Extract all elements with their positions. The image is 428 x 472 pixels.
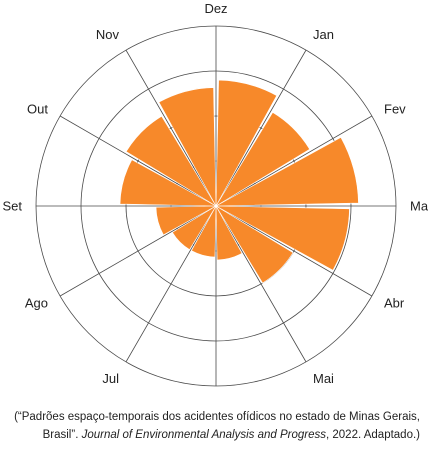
- bar-set: [155, 205, 217, 236]
- source-caption: (“Padrões espaço-temporais dos acidentes…: [8, 408, 420, 444]
- bar-mai: [215, 205, 294, 284]
- month-label-ago: Ago: [25, 296, 48, 311]
- caption-journal: Journal of Environmental Analysis and Pr…: [81, 429, 326, 441]
- month-label-fev: Fev: [384, 102, 406, 117]
- chart-month-labels: Jan Fev Mar Abr Mai Jun Jul Ago Set Out Nov Dez: [2, 1, 428, 400]
- bar-nov: [125, 115, 217, 207]
- bar-abr: [215, 205, 350, 271]
- bar-out: [119, 159, 217, 207]
- month-label-mai: Mai: [313, 371, 334, 386]
- month-label-set: Set: [2, 199, 22, 214]
- bar-jun: [215, 205, 243, 261]
- grid-spoke: [215, 205, 307, 363]
- bar-jul: [191, 205, 217, 258]
- grid-spoke: [125, 49, 217, 207]
- month-label-jun: Jun: [206, 397, 227, 400]
- month-label-mar: Mar: [410, 199, 428, 214]
- grid-spoke: [59, 115, 217, 207]
- polar-bar-chart: Jan Fev Mar Abr Mai Jun Jul Ago Set Out Nov Dez: [2, 1, 428, 400]
- bar-ago: [171, 205, 217, 251]
- bar-dez: [158, 87, 217, 207]
- bar-jan: [215, 79, 278, 207]
- grid-spoke: [215, 205, 373, 297]
- grid-spoke: [125, 205, 217, 363]
- month-label-jan: Jan: [313, 27, 334, 42]
- month-label-dez: Dez: [204, 1, 227, 16]
- bar-fev: [215, 111, 311, 207]
- caption-text-end: , 2022. Adaptado.): [326, 429, 420, 441]
- month-label-jul: Jul: [102, 371, 119, 386]
- chart-bars: [119, 79, 359, 284]
- bar-mar: [215, 136, 359, 207]
- grid-spoke: [215, 115, 373, 207]
- grid-spoke: [215, 49, 307, 207]
- month-label-nov: Nov: [96, 27, 120, 42]
- month-label-abr: Abr: [384, 296, 405, 311]
- chart-grid: [35, 25, 397, 387]
- caption-text: (“Padrões espaço-temporais dos acidentes…: [14, 411, 420, 441]
- grid-spoke: [59, 205, 217, 297]
- month-label-out: Out: [27, 102, 48, 117]
